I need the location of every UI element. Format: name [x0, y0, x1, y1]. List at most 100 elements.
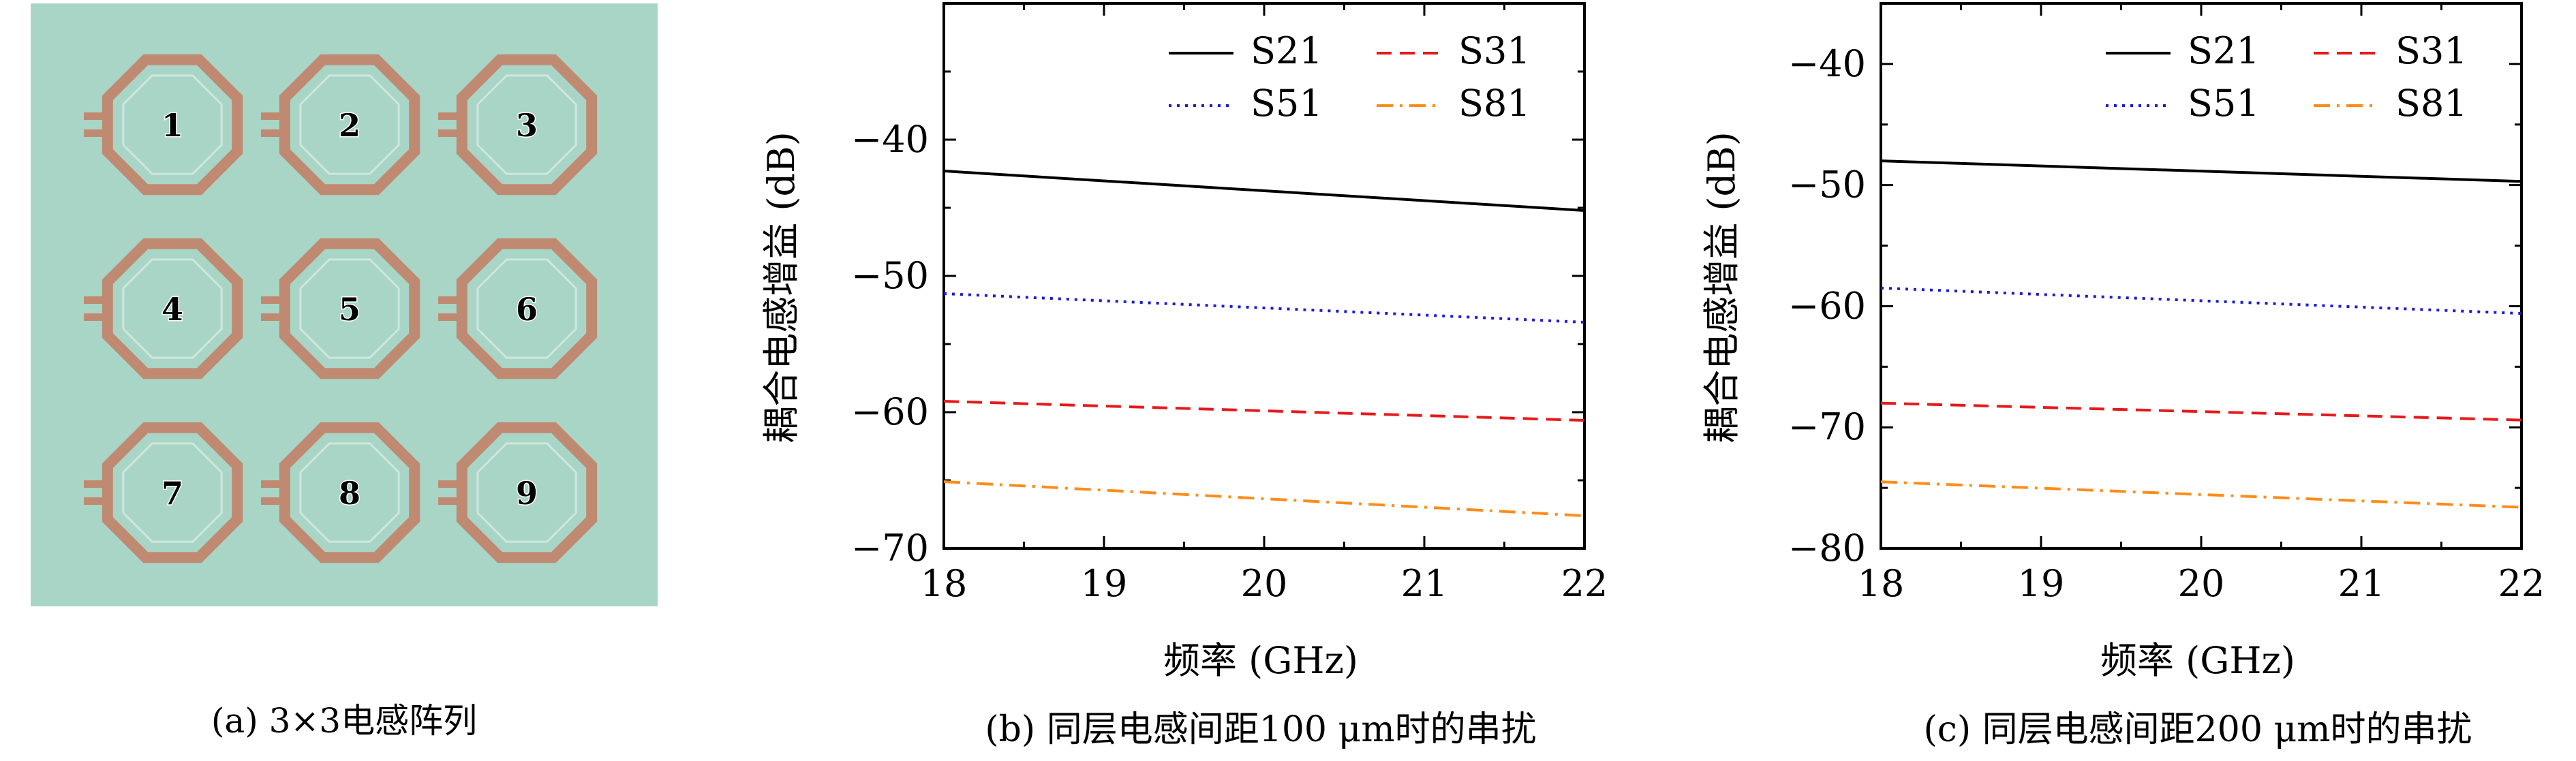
x-tick-label: 18 [1858, 562, 1905, 605]
legend-label-s81: S81 [2395, 82, 2468, 125]
chart-b-caption: (b) 同层电感间距100 μm时的串扰 [985, 709, 1536, 750]
inductor-label: 5 [339, 291, 361, 328]
chart-b-ylabel: 耦合电感增益 (dB) [760, 131, 803, 444]
x-tick-label: 22 [2498, 562, 2545, 605]
series-line-s21 [943, 170, 1585, 212]
inductor-coils: 1 2 3 4 5 6 7 8 9 [84, 54, 598, 563]
x-tick-label: 22 [1561, 562, 1608, 605]
series-line-s31 [1880, 401, 2522, 422]
chart-c-plot-area: 18 19 20 21 22 −80 −70 −60 −50 −40 S21 S31 S51 S81 [1788, 2, 2545, 605]
x-tick-label: 19 [1081, 562, 1128, 605]
inductor-4: 4 [84, 238, 243, 379]
y-tick-label: −40 [1788, 42, 1866, 85]
inductor-7: 7 [84, 422, 243, 563]
series-line-s31 [943, 400, 1585, 422]
legend-label-s51: S51 [1251, 82, 1323, 125]
inductor-5: 5 [261, 238, 420, 379]
inductor-inner-edge [122, 74, 223, 175]
chart-c-xlabel: 频率 (GHz) [2100, 639, 2295, 682]
inductor-8: 8 [261, 422, 420, 563]
inductor-outer-ring [456, 238, 598, 379]
legend-label-s51: S51 [2188, 82, 2260, 125]
inductor-inner-edge [299, 74, 400, 175]
series-line-s81 [1880, 480, 2522, 509]
panel-a-caption: (a) 3×3电感阵列 [211, 701, 477, 741]
inductor-lead [261, 480, 287, 488]
legend-label-s21: S21 [1251, 29, 1323, 72]
inductor-label: 7 [162, 475, 183, 512]
chart-b-plot-area: 18 19 20 21 22 −70 −60 −50 −40 S21 S31 S51 S81 [851, 2, 1608, 605]
inductor-lead [438, 480, 464, 488]
chart-c: (c) 同层电感间距200 μm时的串扰 频率 (GHz) 耦合电感增益 (dB… [1700, 2, 2545, 750]
chart-b-xlabel: 频率 (GHz) [1163, 639, 1358, 682]
x-tick-label: 21 [1401, 562, 1448, 605]
series-line-s21 [1880, 159, 2522, 183]
inductor-lead [438, 313, 464, 321]
y-tick-label: −70 [851, 527, 929, 570]
chart-b: (b) 同层电感间距100 μm时的串扰 频率 (GHz) 耦合电感增益 (dB… [760, 2, 1608, 750]
y-tick-label: −70 [1788, 405, 1866, 448]
inductor-outer-ring [279, 54, 420, 196]
inductor-inner-edge [122, 442, 223, 543]
y-tick-label: −50 [1788, 164, 1866, 206]
series-line-s81 [943, 480, 1585, 517]
inductor-lead [261, 129, 287, 137]
inductor-array-panel: 1 2 3 4 5 6 7 8 9 (a) 3×3电感阵列 [31, 3, 658, 741]
inductor-lead [261, 296, 287, 304]
inductor-1: 1 [84, 54, 243, 196]
legend: S21 S31 S51 S81 [1169, 29, 1531, 125]
series-line-s51 [1880, 286, 2522, 315]
chart-c-ylabel: 耦合电感增益 (dB) [1700, 131, 1743, 444]
inductor-label: 2 [339, 107, 361, 144]
y-tick-label: −40 [851, 118, 929, 161]
inductor-array-background [31, 3, 658, 606]
inductor-6: 6 [438, 238, 598, 379]
y-tick-label: −80 [1788, 527, 1866, 570]
inductor-outer-ring [279, 238, 420, 379]
inductor-label: 1 [162, 107, 183, 144]
legend-label-s31: S31 [2395, 29, 2468, 72]
inductor-2: 2 [261, 54, 420, 196]
inductor-inner-edge [122, 258, 223, 359]
inductor-lead [84, 296, 110, 304]
inductor-label: 3 [516, 107, 538, 144]
legend-label-s81: S81 [1458, 82, 1531, 125]
inductor-inner-edge [476, 258, 577, 359]
inductor-outer-ring [102, 54, 243, 196]
inductor-lead [438, 296, 464, 304]
inductor-inner-edge [476, 74, 577, 175]
x-tick-label: 18 [921, 562, 968, 605]
y-tick-label: −50 [851, 254, 929, 297]
series-line-s51 [943, 292, 1585, 324]
inductor-lead [84, 497, 110, 505]
inductor-inner-edge [476, 442, 577, 543]
x-tick-label: 21 [2338, 562, 2385, 605]
y-tick-label: −60 [851, 390, 929, 433]
inductor-inner-edge [299, 258, 400, 359]
legend: S21 S31 S51 S81 [2106, 29, 2468, 125]
inductor-outer-ring [279, 422, 420, 563]
inductor-lead [84, 480, 110, 488]
legend-label-s31: S31 [1458, 29, 1531, 72]
inductor-outer-ring [456, 54, 598, 196]
legend-label-s21: S21 [2188, 29, 2260, 72]
inductor-lead [438, 112, 464, 120]
inductor-label: 4 [162, 291, 183, 328]
inductor-lead [438, 129, 464, 137]
x-tick-label: 20 [2178, 562, 2225, 605]
inductor-label: 6 [516, 291, 538, 328]
chart-c-caption: (c) 同层电感间距200 μm时的串扰 [1923, 709, 2472, 750]
inductor-lead [84, 129, 110, 137]
inductor-lead [261, 313, 287, 321]
x-tick-label: 20 [1241, 562, 1288, 605]
inductor-lead [261, 112, 287, 120]
inductor-9: 9 [438, 422, 598, 563]
inductor-outer-ring [456, 422, 598, 563]
inductor-outer-ring [102, 422, 243, 563]
inductor-lead [438, 497, 464, 505]
inductor-lead [261, 497, 287, 505]
inductor-label: 8 [339, 475, 361, 512]
inductor-inner-edge [299, 442, 400, 543]
y-tick-label: −60 [1788, 284, 1866, 327]
